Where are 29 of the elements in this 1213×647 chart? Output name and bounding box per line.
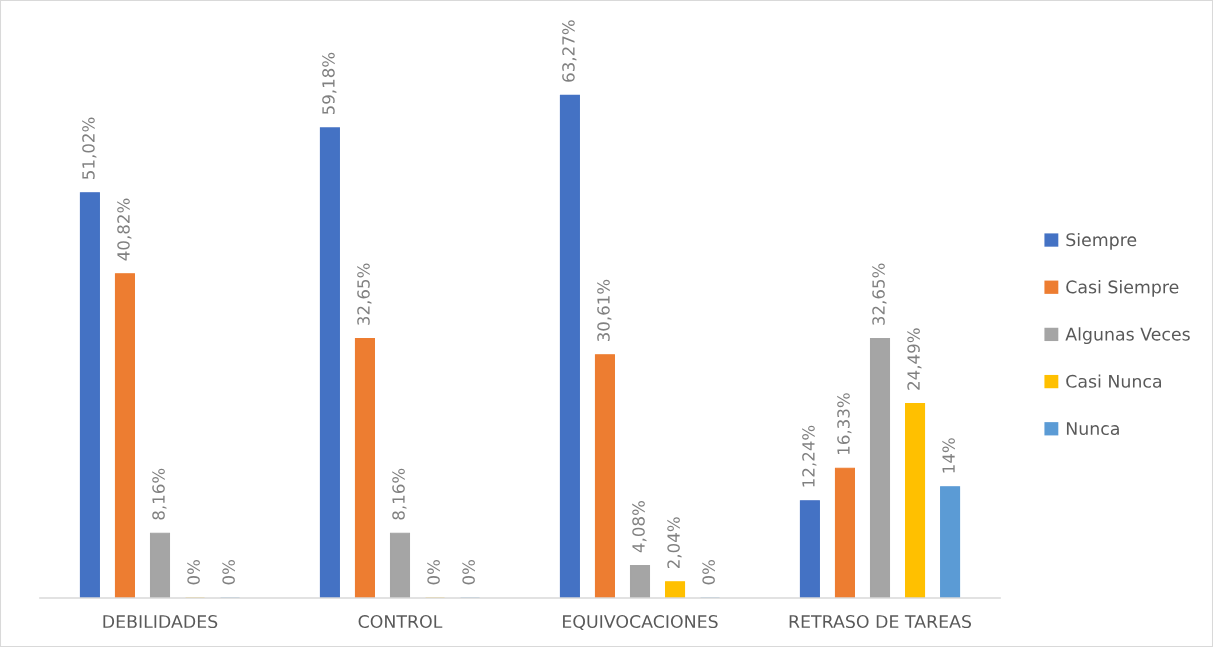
x-tick-label: DEBILIDADES — [103, 614, 218, 629]
data-label: 30,61% — [597, 279, 612, 342]
data-label: 8,16% — [392, 468, 407, 520]
data-label: 14% — [942, 438, 955, 473]
data-label: 0% — [427, 559, 440, 585]
legend-label: Siempre — [1066, 232, 1137, 250]
data-label: 0% — [187, 559, 200, 585]
data-label: 40,82% — [117, 198, 132, 261]
legend-label: Algunas Veces — [1065, 327, 1190, 345]
data-label: 63,27% — [562, 20, 577, 82]
legend-label: Casi Siempre — [1066, 280, 1179, 297]
data-label: 0% — [462, 559, 475, 585]
data-label: 4,08% — [632, 501, 647, 553]
data-label: 12,24% — [802, 425, 817, 487]
data-label: 8,16% — [152, 468, 167, 520]
data-label: 24,49% — [907, 328, 922, 390]
x-tick-label: EQUIVOCACIONES — [563, 614, 718, 631]
data-label: 51,02% — [82, 117, 97, 179]
data-label: 59,18% — [322, 52, 337, 115]
data-label: 32,65% — [357, 263, 372, 325]
data-label: 16,33% — [837, 393, 852, 454]
legend-label: Casi Nunca — [1066, 374, 1162, 388]
legend-label: Nunca — [1066, 422, 1119, 436]
x-tick-label: CONTROL — [358, 614, 443, 629]
x-tick-label: RETRASO DE TAREAS — [789, 614, 972, 629]
data-label: 2,04% — [667, 517, 682, 569]
data-label: 0% — [222, 559, 235, 585]
data-label: 32,65% — [872, 263, 887, 325]
data-label: 0% — [702, 559, 715, 585]
